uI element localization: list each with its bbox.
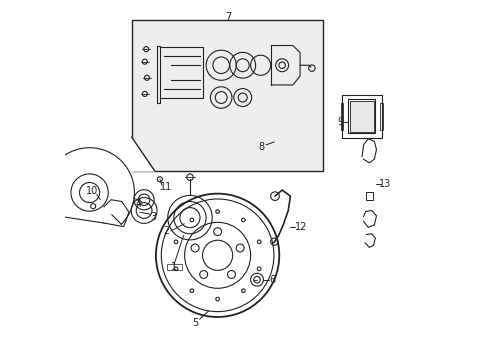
Polygon shape [131,137,155,171]
Bar [380,103,383,130]
Bar [340,103,343,130]
Text: 1: 1 [171,262,177,272]
Text: 7: 7 [225,12,231,22]
Bar [349,101,373,132]
Text: 6: 6 [269,275,275,285]
Bar [366,192,372,200]
Text: 11: 11 [160,182,172,192]
Text: 5: 5 [191,318,198,328]
Bar [348,99,375,134]
Text: 10: 10 [86,186,98,197]
Text: 9: 9 [337,117,343,127]
Text: 3: 3 [150,212,156,221]
Bar [166,264,182,270]
Bar [131,21,323,171]
Text: 8: 8 [258,141,264,152]
Text: 2: 2 [163,226,169,236]
Text: 13: 13 [379,179,391,189]
Text: 12: 12 [294,222,307,231]
Text: 4: 4 [135,199,142,210]
